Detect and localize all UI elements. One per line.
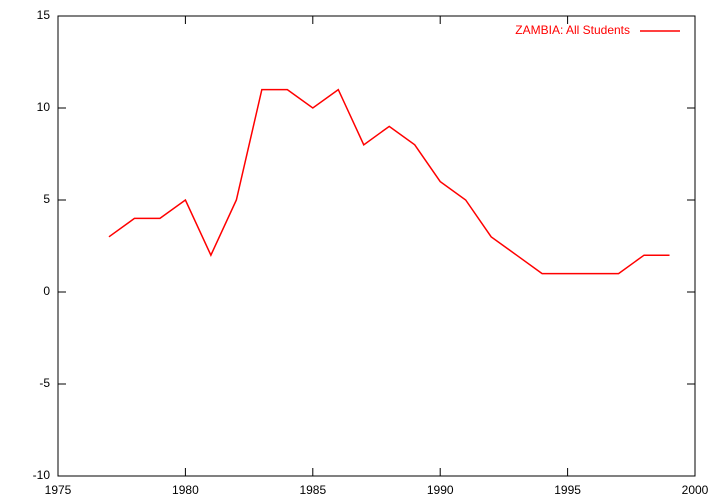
data-line <box>108 88 670 275</box>
y-tick-label: -10 <box>33 468 51 482</box>
y-tick-label: 5 <box>43 192 50 206</box>
y-tick-label: -5 <box>39 376 50 390</box>
legend-label: ZAMBIA: All Students <box>515 23 630 37</box>
y-tick-label: 15 <box>37 8 51 22</box>
x-tick-label: 2000 <box>682 483 709 497</box>
x-tick-label: 1985 <box>299 483 326 497</box>
y-tick-label: 10 <box>37 100 51 114</box>
y-tick-label: 0 <box>43 284 50 298</box>
x-tick-label: 1980 <box>172 483 199 497</box>
x-tick-label: 1975 <box>45 483 72 497</box>
x-tick-label: 1990 <box>427 483 454 497</box>
x-tick-label: 1995 <box>554 483 581 497</box>
plot-frame <box>57 15 696 477</box>
